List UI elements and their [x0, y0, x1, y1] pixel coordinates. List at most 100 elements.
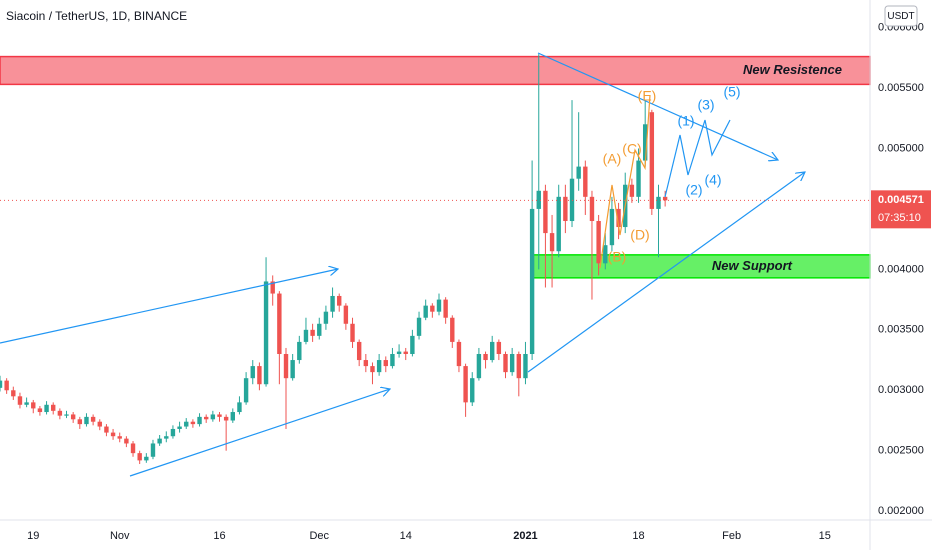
wave-label: (A) [603, 151, 622, 167]
candle-body [576, 166, 581, 179]
candle-body [297, 341, 302, 361]
wave-label: (5) [723, 84, 740, 100]
candle-body [423, 305, 428, 318]
trend-line [537, 52, 778, 160]
wave-label: (2) [685, 182, 702, 198]
candle-body [4, 380, 9, 391]
candle-body [483, 354, 488, 361]
candle-body [290, 360, 295, 379]
candle-body [343, 305, 349, 324]
candle-body [649, 112, 655, 209]
trend-line [129, 389, 390, 477]
candle-body [184, 421, 189, 427]
candle-body [203, 416, 209, 420]
candle-body [383, 360, 388, 367]
candle-body [223, 416, 229, 421]
candle-body [17, 396, 23, 405]
x-tick-label: Dec [309, 530, 329, 542]
candle-body [317, 323, 322, 336]
x-tick-label: 14 [400, 530, 412, 542]
candle-body [144, 456, 149, 461]
candle-body [589, 196, 595, 222]
candle-body [24, 402, 29, 405]
candle-body [616, 208, 621, 228]
candle-body [11, 390, 16, 397]
candle-body [250, 366, 255, 379]
candle-body [44, 404, 49, 413]
chart-title: Siacoin / TetherUS, 1D, BINANCE [6, 9, 187, 23]
candle-body [237, 402, 242, 413]
candle-body [270, 281, 275, 294]
candle-body [350, 323, 355, 342]
x-tick-label: 15 [819, 530, 831, 542]
candle-body [90, 416, 96, 422]
x-tick-label: 19 [27, 530, 39, 542]
wave-label: (D) [630, 227, 649, 243]
candle-body [277, 293, 282, 355]
candle-body [124, 438, 129, 444]
candle-body [323, 311, 329, 324]
candle-body [596, 221, 601, 264]
x-tick-label: Feb [722, 530, 741, 542]
candle-body [283, 354, 289, 379]
candle-body [70, 414, 76, 420]
trend-line [527, 172, 805, 373]
candle-body [210, 414, 216, 420]
currency: USDT [887, 11, 914, 22]
candle-body [356, 341, 362, 361]
wave-label: (1) [677, 113, 694, 129]
candle-body [556, 196, 561, 252]
candle-body [230, 412, 235, 421]
candle-body [263, 281, 269, 385]
y-tick-label: 0.004000 [878, 263, 924, 275]
candle-body [463, 366, 468, 403]
candle-body [656, 196, 661, 209]
candle-body [603, 245, 608, 264]
candle-body [57, 410, 63, 416]
candle-body [310, 329, 315, 336]
drawings [0, 52, 805, 477]
candle-body [443, 299, 448, 318]
candle-body [609, 208, 615, 246]
candle-body [410, 335, 415, 355]
candle-body [190, 421, 196, 425]
wave-label: (C) [622, 141, 641, 157]
candle-body [303, 329, 309, 342]
candle-body [157, 438, 162, 444]
zone-label: New Support [712, 258, 793, 273]
candle-body [509, 354, 515, 373]
x-tick-label: 16 [213, 530, 225, 542]
candle-body [430, 305, 435, 312]
candle-body [64, 414, 69, 416]
currency-box [884, 5, 918, 27]
y-tick-label: 0.003000 [878, 384, 924, 396]
candle-body [330, 295, 335, 312]
candle-body [390, 354, 395, 367]
candle-body [563, 196, 568, 222]
candle-body [496, 341, 502, 355]
y-tick-label: 0.005500 [878, 82, 924, 94]
candle-body [536, 190, 541, 209]
y-tick-label: 0.002500 [878, 445, 924, 457]
candle-body [110, 432, 116, 437]
candle-body [583, 166, 588, 197]
wave-label: (E) [638, 88, 657, 104]
candle-body [31, 402, 36, 409]
x-tick-label: 18 [632, 530, 644, 542]
candle-body [549, 233, 555, 252]
candle-body [84, 416, 89, 425]
candle-body [150, 443, 156, 457]
candle-body [662, 196, 668, 201]
y-tick-label: 0.003500 [878, 324, 924, 336]
candle-body [197, 416, 202, 425]
candle-body [51, 404, 56, 411]
candle-body [456, 341, 462, 367]
zone-label: New Resistence [743, 62, 842, 77]
candle-body [363, 360, 369, 367]
zone [532, 254, 871, 279]
wave-label: (3) [697, 97, 714, 113]
candle-body [77, 419, 83, 425]
candle-body [503, 354, 508, 373]
candle-body [642, 124, 648, 161]
